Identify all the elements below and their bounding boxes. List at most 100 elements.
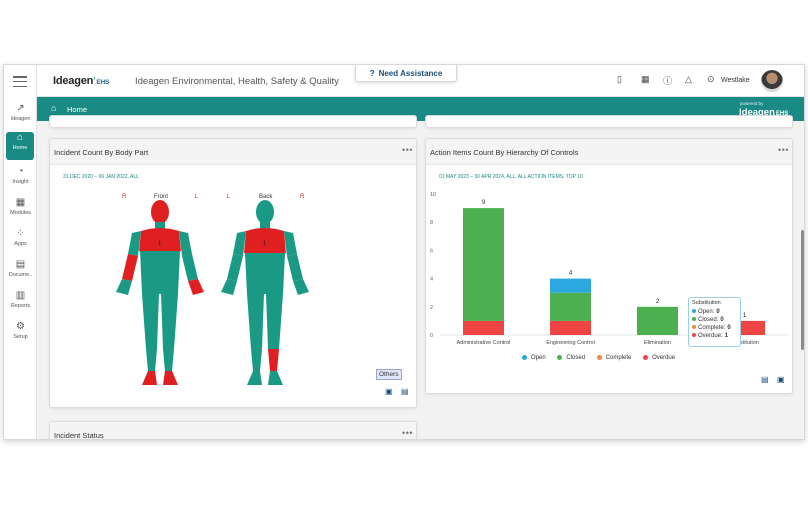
tooltip-row-complete: Complete: 0 (692, 324, 737, 332)
legend-item-open[interactable]: Open (522, 355, 546, 361)
rail-item-modules[interactable]: ▦ Modules (4, 197, 37, 225)
back-left-label: L (227, 194, 231, 200)
breadcrumb-home[interactable]: Home (67, 105, 88, 114)
rail-item-apps[interactable]: ⁘ Apps (4, 228, 37, 256)
bar-open[interactable] (550, 278, 591, 293)
rail-item-documents[interactable]: ▤ Docume.. (4, 259, 37, 287)
pdf-download-icon[interactable]: ▤ (401, 387, 409, 396)
back-right-leg[interactable] (266, 294, 283, 349)
front-left-shoulder[interactable] (179, 231, 192, 256)
front-figure[interactable]: 1 (116, 200, 204, 385)
back-left-hand[interactable] (221, 279, 237, 295)
page-scrollbar[interactable] (801, 230, 804, 350)
brand-logo: IdeagenEHS (739, 107, 789, 118)
back-left-calf[interactable] (251, 349, 262, 371)
mobile-icon[interactable]: ▯ (617, 74, 622, 84)
front-right-foot[interactable] (142, 371, 157, 385)
back-left-forearm[interactable] (227, 254, 243, 281)
back-neck[interactable] (260, 222, 270, 229)
bar-total-label: 4 (569, 271, 573, 277)
home-icon[interactable]: ⌂ (51, 103, 57, 113)
front-head[interactable] (151, 200, 169, 224)
menu-icon[interactable] (13, 76, 27, 90)
front-left-hand[interactable] (188, 279, 204, 295)
home-icon: ⌂ (16, 132, 24, 143)
front-abdomen[interactable] (140, 251, 180, 294)
image-download-icon[interactable]: ▣ (385, 387, 393, 396)
back-lower[interactable] (245, 253, 285, 294)
front-right-shoulder[interactable] (128, 231, 141, 256)
front-left-leg[interactable] (161, 294, 178, 349)
apps-icon: ⁘ (16, 228, 25, 239)
front-chest-count: 1 (158, 241, 162, 247)
front-right-hand[interactable] (116, 279, 132, 295)
back-right-foot[interactable] (268, 371, 283, 385)
back-head[interactable] (256, 200, 274, 224)
rail-item-setup[interactable]: ⚙ Setup (4, 321, 37, 349)
stacked-bar-chart[interactable]: 0 2 4 6 8 10 9 Administrative Control 4 Engineeri… (426, 139, 794, 395)
app-window: ↗ Ideagen ⌂ Home ◔ Insight ▦ Modules ⁘ A… (3, 64, 805, 440)
chart-tooltip: Substitution Open: 0 Closed: 0 Complete: 0 … (688, 297, 741, 347)
bar-overdue[interactable] (463, 320, 504, 335)
bar-overdue[interactable] (550, 320, 591, 335)
app-title: Ideagen Environmental, Health, Safety & … (135, 76, 339, 87)
back-upper[interactable] (244, 228, 286, 256)
legend-item-closed[interactable]: Closed (557, 355, 585, 361)
card-filter-subtitle: 01 MAY 2023 – 30 APR 2024, ALL, ALL ACTI… (439, 174, 583, 180)
user-avatar[interactable] (761, 70, 783, 92)
action-items-chart-card: Action Items Count By Hierarchy Of Contr… (425, 138, 793, 394)
back-figure[interactable]: 1 (221, 200, 309, 385)
bar-closed[interactable] (637, 306, 678, 335)
more-options-icon[interactable]: ••• (402, 428, 413, 438)
body-map[interactable]: 1 1 (108, 199, 328, 389)
front-neck[interactable] (155, 222, 165, 229)
y-tick-label: 6 (430, 248, 433, 254)
calendar-icon[interactable]: ▦ (641, 74, 650, 84)
ideagen-icon: ↗ (16, 103, 25, 114)
pdf-download-icon[interactable]: ▤ (761, 375, 769, 384)
back-right-forearm[interactable] (287, 254, 303, 281)
bar-closed[interactable] (550, 292, 591, 321)
back-left-leg[interactable] (247, 294, 264, 349)
legend-item-overdue[interactable]: Overdue (643, 355, 675, 361)
back-right-shoulder[interactable] (284, 231, 297, 256)
rail-item-home[interactable]: ⌂ Home (6, 132, 34, 160)
back-left-shoulder[interactable] (233, 231, 246, 256)
front-left-foot[interactable] (163, 371, 178, 385)
modules-icon: ▦ (15, 197, 26, 208)
rail-item-ideagen[interactable]: ↗ Ideagen (4, 103, 37, 131)
front-chest[interactable] (139, 228, 181, 254)
others-button[interactable]: Others (376, 369, 402, 380)
card-title: Incident Count By Body Part (54, 148, 149, 157)
card-filter-subtitle: 31 DEC 2020 – 06 JAN 2022, ALL (63, 174, 139, 180)
bar-total-label: 1 (743, 313, 747, 319)
left-nav-rail: ↗ Ideagen ⌂ Home ◔ Insight ▦ Modules ⁘ A… (4, 65, 37, 439)
back-right-hand[interactable] (293, 279, 309, 295)
question-icon[interactable]: ⓘ (663, 76, 673, 86)
ideagen-logo[interactable]: Ideagen›EHS (53, 75, 110, 87)
y-tick-label: 8 (430, 220, 433, 226)
x-tick-label: Elimination (644, 340, 671, 346)
more-options-icon[interactable]: ••• (402, 145, 413, 155)
rail-item-reports[interactable]: ▥ Reports (4, 290, 37, 318)
back-upper-count: 1 (263, 241, 267, 247)
image-download-icon[interactable]: ▣ (777, 375, 785, 384)
need-assistance-button[interactable]: ? Need Assistance (355, 65, 457, 82)
bar-closed[interactable] (463, 208, 504, 321)
legend-item-complete[interactable]: Complete (596, 355, 631, 361)
y-tick-label: 4 (430, 277, 433, 283)
back-left-foot[interactable] (247, 371, 262, 385)
rail-item-insight[interactable]: ◔ Insight (4, 166, 37, 194)
more-options-icon[interactable]: ••• (778, 145, 789, 155)
location-icon[interactable]: ⊙ (707, 74, 715, 84)
front-right-leg[interactable] (142, 294, 159, 349)
front-right-shin[interactable] (146, 349, 157, 371)
front-right-forearm[interactable] (122, 254, 138, 281)
previous-card-right (425, 115, 793, 128)
bell-icon[interactable]: △ (685, 74, 692, 84)
back-right-calf[interactable] (268, 349, 279, 371)
front-left-shin[interactable] (163, 349, 174, 371)
site-name[interactable]: Westlake (721, 77, 750, 84)
front-left-forearm[interactable] (182, 254, 198, 281)
bar-total-label: 9 (482, 200, 486, 206)
